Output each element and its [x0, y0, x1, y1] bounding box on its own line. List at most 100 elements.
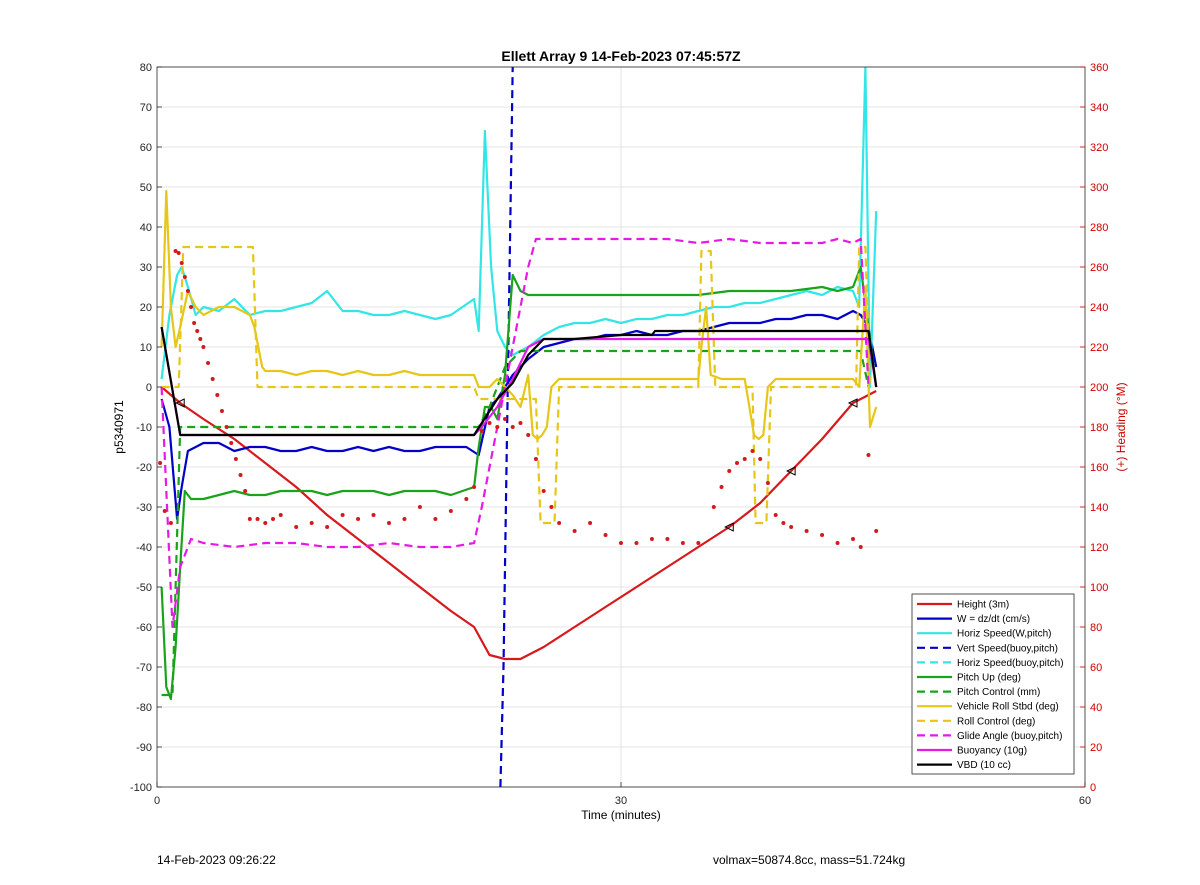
y2-tick-label: 280	[1090, 222, 1108, 234]
heading-point	[278, 513, 283, 517]
legend-label: Glide Angle (buoy,pitch)	[957, 731, 1062, 742]
legend-label: Vehicle Roll Stbd (deg)	[957, 702, 1059, 713]
y2-tick-label: 180	[1090, 422, 1108, 434]
y-axis-ticks: -100-90-80-70-60-50-40-30-20-10010203040…	[130, 62, 162, 794]
heading-point	[541, 489, 546, 493]
heading-point	[588, 521, 593, 525]
heading-point	[238, 473, 243, 477]
heading-point	[789, 525, 794, 529]
y-tick-label: 50	[140, 182, 152, 194]
heading-point	[781, 521, 786, 525]
heading-point	[255, 517, 260, 521]
y2-tick-label: 40	[1090, 702, 1102, 714]
series-line-pitch-up-deg	[160, 265, 878, 701]
heading-point	[804, 529, 809, 533]
y-tick-label: -100	[130, 782, 152, 794]
heading-point	[206, 361, 211, 365]
y2-axis-label: (+) Heading (°M)	[1114, 382, 1128, 471]
y2-tick-label: 120	[1090, 542, 1108, 554]
y2-tick-label: 220	[1090, 342, 1108, 354]
heading-point	[526, 433, 531, 437]
heading-point	[294, 525, 299, 529]
y2-tick-label: 360	[1090, 62, 1108, 74]
heading-point	[371, 513, 376, 517]
heading-point	[858, 545, 863, 549]
heading-point	[503, 417, 507, 421]
heading-point	[758, 457, 763, 461]
heading-point	[356, 517, 361, 521]
y2-tick-label: 200	[1090, 382, 1108, 394]
heading-point	[742, 457, 747, 461]
legend-label: Buoyancy (10g)	[957, 746, 1027, 757]
heading-point	[696, 541, 701, 545]
y-tick-label: -20	[136, 462, 152, 474]
heading-point	[820, 533, 825, 537]
y2-tick-label: 300	[1090, 182, 1108, 194]
series-line-pitch-control-mm	[161, 349, 870, 697]
height-marker	[786, 466, 796, 476]
heading-point	[179, 261, 184, 265]
heading-point	[247, 517, 252, 521]
legend-label: Height (3m)	[957, 600, 1009, 611]
heading-point	[229, 441, 234, 445]
y-tick-label: 40	[140, 222, 152, 234]
heading-point	[719, 485, 724, 489]
heading-point	[735, 461, 739, 465]
legend-label: Pitch Up (deg)	[957, 673, 1021, 684]
y2-tick-label: 320	[1090, 142, 1108, 154]
footer-timestamp: 14-Feb-2023 09:26:22	[157, 853, 276, 867]
heading-point	[665, 537, 670, 541]
heading-point	[198, 337, 203, 341]
series-line-horiz-speed-w-pitch	[160, 67, 878, 389]
y-tick-label: -70	[136, 662, 152, 674]
heading-point	[464, 497, 469, 501]
y-tick-label: -30	[136, 502, 152, 514]
heading-point	[533, 457, 538, 461]
heading-point	[210, 377, 215, 381]
heading-point	[874, 529, 879, 533]
x-tick-label: 0	[154, 795, 160, 807]
heading-point	[773, 513, 778, 517]
heading-point	[215, 393, 220, 397]
heading-point	[263, 521, 268, 525]
heading-point	[711, 505, 716, 509]
y2-tick-label: 240	[1090, 302, 1108, 314]
heading-point	[765, 481, 770, 485]
y-tick-label: -80	[136, 702, 152, 714]
legend-label: VBD (10 cc)	[957, 760, 1011, 771]
heading-point	[417, 505, 422, 509]
y-tick-label: 80	[140, 62, 152, 74]
y2-tick-label: 140	[1090, 502, 1108, 514]
x-tick-label: 30	[615, 795, 627, 807]
legend-label: W = dz/dt (cm/s)	[957, 614, 1030, 625]
height-marker	[847, 398, 858, 408]
heading-point	[387, 521, 391, 525]
y-tick-label: 60	[140, 142, 152, 154]
x-axis-label: Time (minutes)	[581, 808, 661, 822]
heading-point	[201, 345, 206, 349]
y-tick-label: 20	[140, 302, 152, 314]
y2-tick-label: 260	[1090, 262, 1108, 274]
legend-label: Vert Speed(buoy,pitch)	[957, 643, 1058, 654]
heading-point	[487, 421, 492, 425]
series-line-vehicle-roll-stbd-deg	[160, 189, 878, 441]
y-tick-label: -40	[136, 542, 152, 554]
footer-volmax: volmax=50874.8cc, mass=51.724kg	[713, 853, 906, 867]
y-tick-label: 0	[146, 382, 152, 394]
heading-point	[173, 249, 178, 253]
heading-point	[219, 409, 224, 413]
heading-point	[158, 461, 163, 465]
y-tick-label: -50	[136, 582, 152, 594]
legend-label: Horiz Speed(buoy,pitch)	[957, 658, 1064, 669]
heading-point	[168, 521, 173, 525]
heading-point	[402, 517, 407, 521]
y2-axis-ticks: 0 20 40 60 80 100 120 140 160 180 200 220 240 260 280 3…	[1080, 62, 1108, 794]
heading-point	[224, 425, 229, 429]
heading-point	[233, 457, 238, 461]
legend: Height (3m) W = dz/dt (cm/s) Horiz Speed(W…	[911, 593, 1075, 775]
heading-point	[192, 321, 197, 325]
y-tick-label: -10	[136, 422, 152, 434]
x-tick-label: 60	[1079, 795, 1091, 807]
heading-point	[340, 513, 345, 517]
